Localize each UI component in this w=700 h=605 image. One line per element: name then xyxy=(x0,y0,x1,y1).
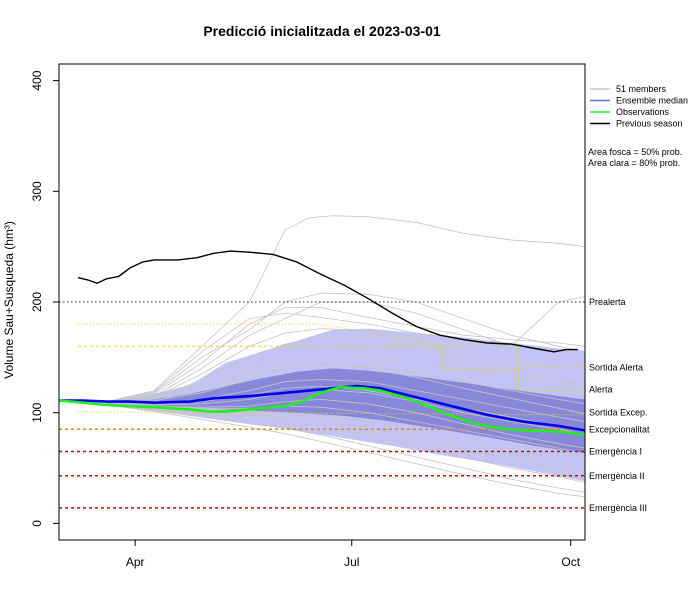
axes: 0 100 200 300 400 Apr Jul Oct xyxy=(30,63,586,569)
legend-label-4: Previous season xyxy=(616,119,683,129)
legend-label-1: 51 members xyxy=(616,84,667,94)
member-line-17 xyxy=(106,362,586,415)
legend-label-2: Ensemble median xyxy=(616,96,688,106)
member-line-13 xyxy=(106,404,586,493)
yellow-line-3 xyxy=(77,411,586,416)
threshold-label-5: Emergència III xyxy=(589,503,647,513)
right-label-2: Alerta xyxy=(589,384,613,394)
yellow-line-1 xyxy=(78,323,585,368)
series-line-2 xyxy=(59,384,585,432)
y-tick-label-4: 300 xyxy=(30,181,44,201)
series-line-1 xyxy=(77,250,578,353)
threshold-label-1: Prealerta xyxy=(589,297,626,307)
y-tick-label-5: 400 xyxy=(30,70,44,90)
right-labels: Prealerta Excepcionalitat Emergència I Emer… xyxy=(589,297,650,513)
member-line-5 xyxy=(106,336,586,404)
member-line-15 xyxy=(106,312,586,402)
member-line-1 xyxy=(106,215,586,402)
member-line-16 xyxy=(106,328,586,404)
band-50-percent xyxy=(106,368,585,454)
member-line-6 xyxy=(106,354,586,402)
member-line-12 xyxy=(106,404,586,483)
chart-title: Predicció inicialitzada el 2023-03-01 xyxy=(203,23,441,39)
member-line-7 xyxy=(106,363,586,405)
area-note-1: Area fosca = 50% prob. xyxy=(588,147,682,157)
member-line-4 xyxy=(106,307,586,404)
member-line-20 xyxy=(106,404,586,476)
right-label-3: Sortida Excep. xyxy=(589,408,648,418)
member-line-10 xyxy=(106,398,586,449)
area-note-2: Area clara = 80% prob. xyxy=(588,158,680,168)
member-line-2 xyxy=(106,292,586,402)
x-tick-label-1: Apr xyxy=(126,555,145,569)
probability-bands xyxy=(106,328,585,482)
threshold-label-3: Emergència I xyxy=(589,446,642,456)
series-line-3 xyxy=(59,385,585,437)
member-line-9 xyxy=(106,389,586,436)
y-axis-label: Volume Sau+Susqueda (hm³) xyxy=(2,221,16,379)
threshold-lines xyxy=(59,301,585,509)
main-series xyxy=(59,250,585,437)
y-tick-label-2: 100 xyxy=(30,402,44,422)
threshold-label-2: Excepcionalitat xyxy=(589,424,650,434)
member-line-19 xyxy=(106,403,586,455)
threshold-label-4: Emergència II xyxy=(589,471,645,481)
y-tick-label-3: 200 xyxy=(30,292,44,312)
x-tick-label-3: Oct xyxy=(561,555,580,569)
legend-label-3: Observations xyxy=(616,107,670,117)
x-tick-label-2: Jul xyxy=(344,555,359,569)
reference-yellow-lines xyxy=(77,323,586,416)
member-line-14 xyxy=(106,404,586,498)
right-label-1: Sortida Alerta xyxy=(589,362,643,372)
y-tick-label-1: 0 xyxy=(30,520,44,527)
